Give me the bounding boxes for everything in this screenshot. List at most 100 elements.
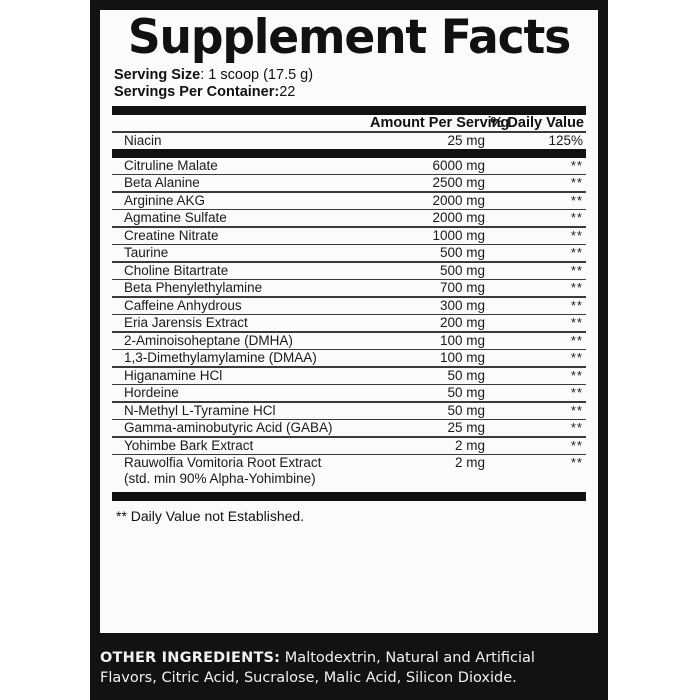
- ingredient-amount: 700 mg: [439, 280, 485, 295]
- ingredient-amount: 500 mg: [439, 262, 485, 278]
- ingredient-name: Beta Alanine: [124, 175, 200, 190]
- ingredient-name: Agmatine Sulfate: [124, 210, 227, 225]
- ingredient-daily-value: **: [570, 192, 583, 208]
- ingredient-amount: 2 mg: [454, 437, 485, 453]
- table-row: Beta Phenylethylamine 700 mg **: [112, 280, 586, 296]
- row-divider: [112, 348, 586, 350]
- row-divider: [112, 296, 586, 298]
- page-title: Supplement Facts: [127, 10, 571, 65]
- row-divider: [112, 383, 586, 385]
- ingredient-name: N-Methyl L-Tyramine HCl: [124, 402, 276, 418]
- ingredient-amount: 2000 mg: [432, 192, 485, 208]
- ingredient-name: Taurine: [124, 245, 169, 260]
- table-header-row: Amount Per Serving % Daily Value: [112, 115, 586, 131]
- ingredient-amount: 25 mg: [447, 420, 485, 435]
- other-ingredients-label: OTHER INGREDIENTS:: [100, 650, 281, 666]
- ingredient-daily-value: **: [570, 420, 583, 435]
- ingredient-name: Beta Phenylethylamine: [124, 280, 263, 295]
- column-header-name: [112, 115, 370, 131]
- ingredient-amount: 2000 mg: [432, 210, 485, 225]
- table-row: Beta Alanine 2500 mg **: [112, 175, 586, 191]
- ingredient-amount: 50 mg: [447, 402, 485, 418]
- other-ingredients-section: OTHER INGREDIENTS: Maltodextrin, Natural…: [100, 648, 598, 688]
- ingredient-amount: 300 mg: [439, 297, 485, 313]
- row-divider: [112, 226, 586, 228]
- table-row: Agmatine Sulfate 2000 mg **: [112, 210, 586, 226]
- ingredient-name: Arginine AKG: [124, 192, 206, 208]
- ingredient-amount: 200 mg: [439, 315, 485, 330]
- ingredient-name-main: Rauwolfia Vomitoria Root Extract: [124, 455, 322, 470]
- supplement-facts-card: Supplement Facts Serving Size: 1 scoop (…: [100, 10, 598, 633]
- ingredient-daily-value: **: [570, 297, 583, 313]
- ingredient-name: Caffeine Anhydrous: [124, 297, 242, 313]
- ingredient-name: 2-Aminoisoheptane (DMHA): [124, 332, 293, 348]
- serving-info-block: Serving Size: 1 scoop (17.5 g) Servings …: [112, 67, 586, 101]
- table-row: Gamma-aminobutyric Acid (GABA) 25 mg **: [112, 420, 586, 436]
- ingredient-name: 1,3-Dimethylamylamine (DMAA): [124, 350, 317, 365]
- footnote-daily-value: ** Daily Value not Established.: [116, 508, 305, 524]
- ingredient-name: Yohimbe Bark Extract: [124, 437, 254, 453]
- serving-size-value: : 1 scoop (17.5 g): [200, 67, 314, 83]
- ingredient-amount: 6000 mg: [432, 157, 485, 173]
- row-divider: [112, 208, 586, 210]
- table-row: Creatine Nitrate 1000 mg **: [112, 228, 586, 244]
- ingredient-daily-value: **: [570, 315, 583, 330]
- column-header-daily-value: % Daily Value: [490, 115, 585, 131]
- table-row: 1,3-Dimethylamylamine (DMAA) 100 mg **: [112, 350, 586, 366]
- row-divider: [112, 313, 586, 315]
- supplement-label-panel: Supplement Facts Serving Size: 1 scoop (…: [90, 0, 608, 700]
- ingredient-daily-value: **: [570, 385, 583, 400]
- ingredient-name: Rauwolfia Vomitoria Root Extract (std. m…: [112, 455, 370, 487]
- ingredient-daily-value: **: [570, 280, 583, 295]
- table-row: 2-Aminoisoheptane (DMHA) 100 mg **: [112, 333, 586, 349]
- row-divider: [112, 418, 586, 420]
- row-divider: [112, 401, 586, 403]
- table-row: Hordeine 50 mg **: [112, 385, 586, 401]
- ingredient-amount: 50 mg: [447, 367, 485, 383]
- ingredient-daily-value: **: [570, 367, 583, 383]
- ingredient-amount: 1000 mg: [432, 227, 485, 243]
- row-divider: [112, 436, 586, 438]
- table-row: N-Methyl L-Tyramine HCl 50 mg **: [112, 403, 586, 419]
- row-divider: [112, 191, 586, 193]
- ingredient-daily-value: **: [570, 402, 583, 418]
- ingredient-name: Hordeine: [124, 385, 179, 400]
- row-divider: [112, 453, 586, 455]
- table-row: Eria Jarensis Extract 200 mg **: [112, 315, 586, 331]
- ingredient-amount: 2 mg: [454, 455, 485, 470]
- ingredient-daily-value: **: [570, 210, 583, 225]
- table-row: Choline Bitartrate 500 mg **: [112, 263, 586, 279]
- table-row: Taurine 500 mg **: [112, 245, 586, 261]
- ingredient-daily-value: **: [570, 157, 583, 173]
- servings-per-container-label: Servings Per Container:: [114, 84, 280, 100]
- table-row: Citruline Malate 6000 mg **: [112, 158, 586, 174]
- ingredient-amount: 25 mg: [447, 132, 485, 148]
- ingredient-name: Choline Bitartrate: [124, 262, 229, 278]
- table-row: Higanamine HCl 50 mg **: [112, 368, 586, 384]
- ingredient-daily-value: **: [570, 437, 583, 453]
- ingredient-name: Higanamine HCl: [124, 367, 223, 383]
- other-ingredients-text: Maltodextrin, Natural and Artificial Fla…: [100, 650, 535, 686]
- column-header-amount: Amount Per Serving: [370, 115, 510, 131]
- table-row: Caffeine Anhydrous 300 mg **: [112, 298, 586, 314]
- ingredient-amount: 2500 mg: [432, 175, 485, 190]
- ingredient-daily-value: **: [570, 455, 583, 470]
- supplement-facts-table: Amount Per Serving % Daily Value Niacin …: [112, 115, 586, 149]
- table-row: Rauwolfia Vomitoria Root Extract (std. m…: [112, 455, 586, 487]
- ingredient-name: Gamma-aminobutyric Acid (GABA): [124, 420, 333, 435]
- row-divider: [112, 173, 586, 175]
- divider-thick-top: [112, 106, 586, 115]
- divider-thick-middle: [112, 148, 586, 158]
- ingredient-daily-value: **: [570, 262, 583, 278]
- ingredient-daily-value: **: [570, 227, 583, 243]
- table-row: Arginine AKG 2000 mg **: [112, 193, 586, 209]
- row-divider: [112, 278, 586, 280]
- supplement-facts-table-secondary: Citruline Malate 6000 mg ** Beta Alanine…: [112, 158, 586, 488]
- ingredient-daily-value: **: [570, 350, 583, 365]
- ingredient-amount: 100 mg: [439, 332, 485, 348]
- ingredient-name: Eria Jarensis Extract: [124, 315, 248, 330]
- row-divider: [112, 243, 586, 245]
- servings-per-container-line: Servings Per Container:22: [114, 84, 586, 101]
- ingredient-name: Citruline Malate: [124, 157, 218, 173]
- row-divider: [112, 331, 586, 333]
